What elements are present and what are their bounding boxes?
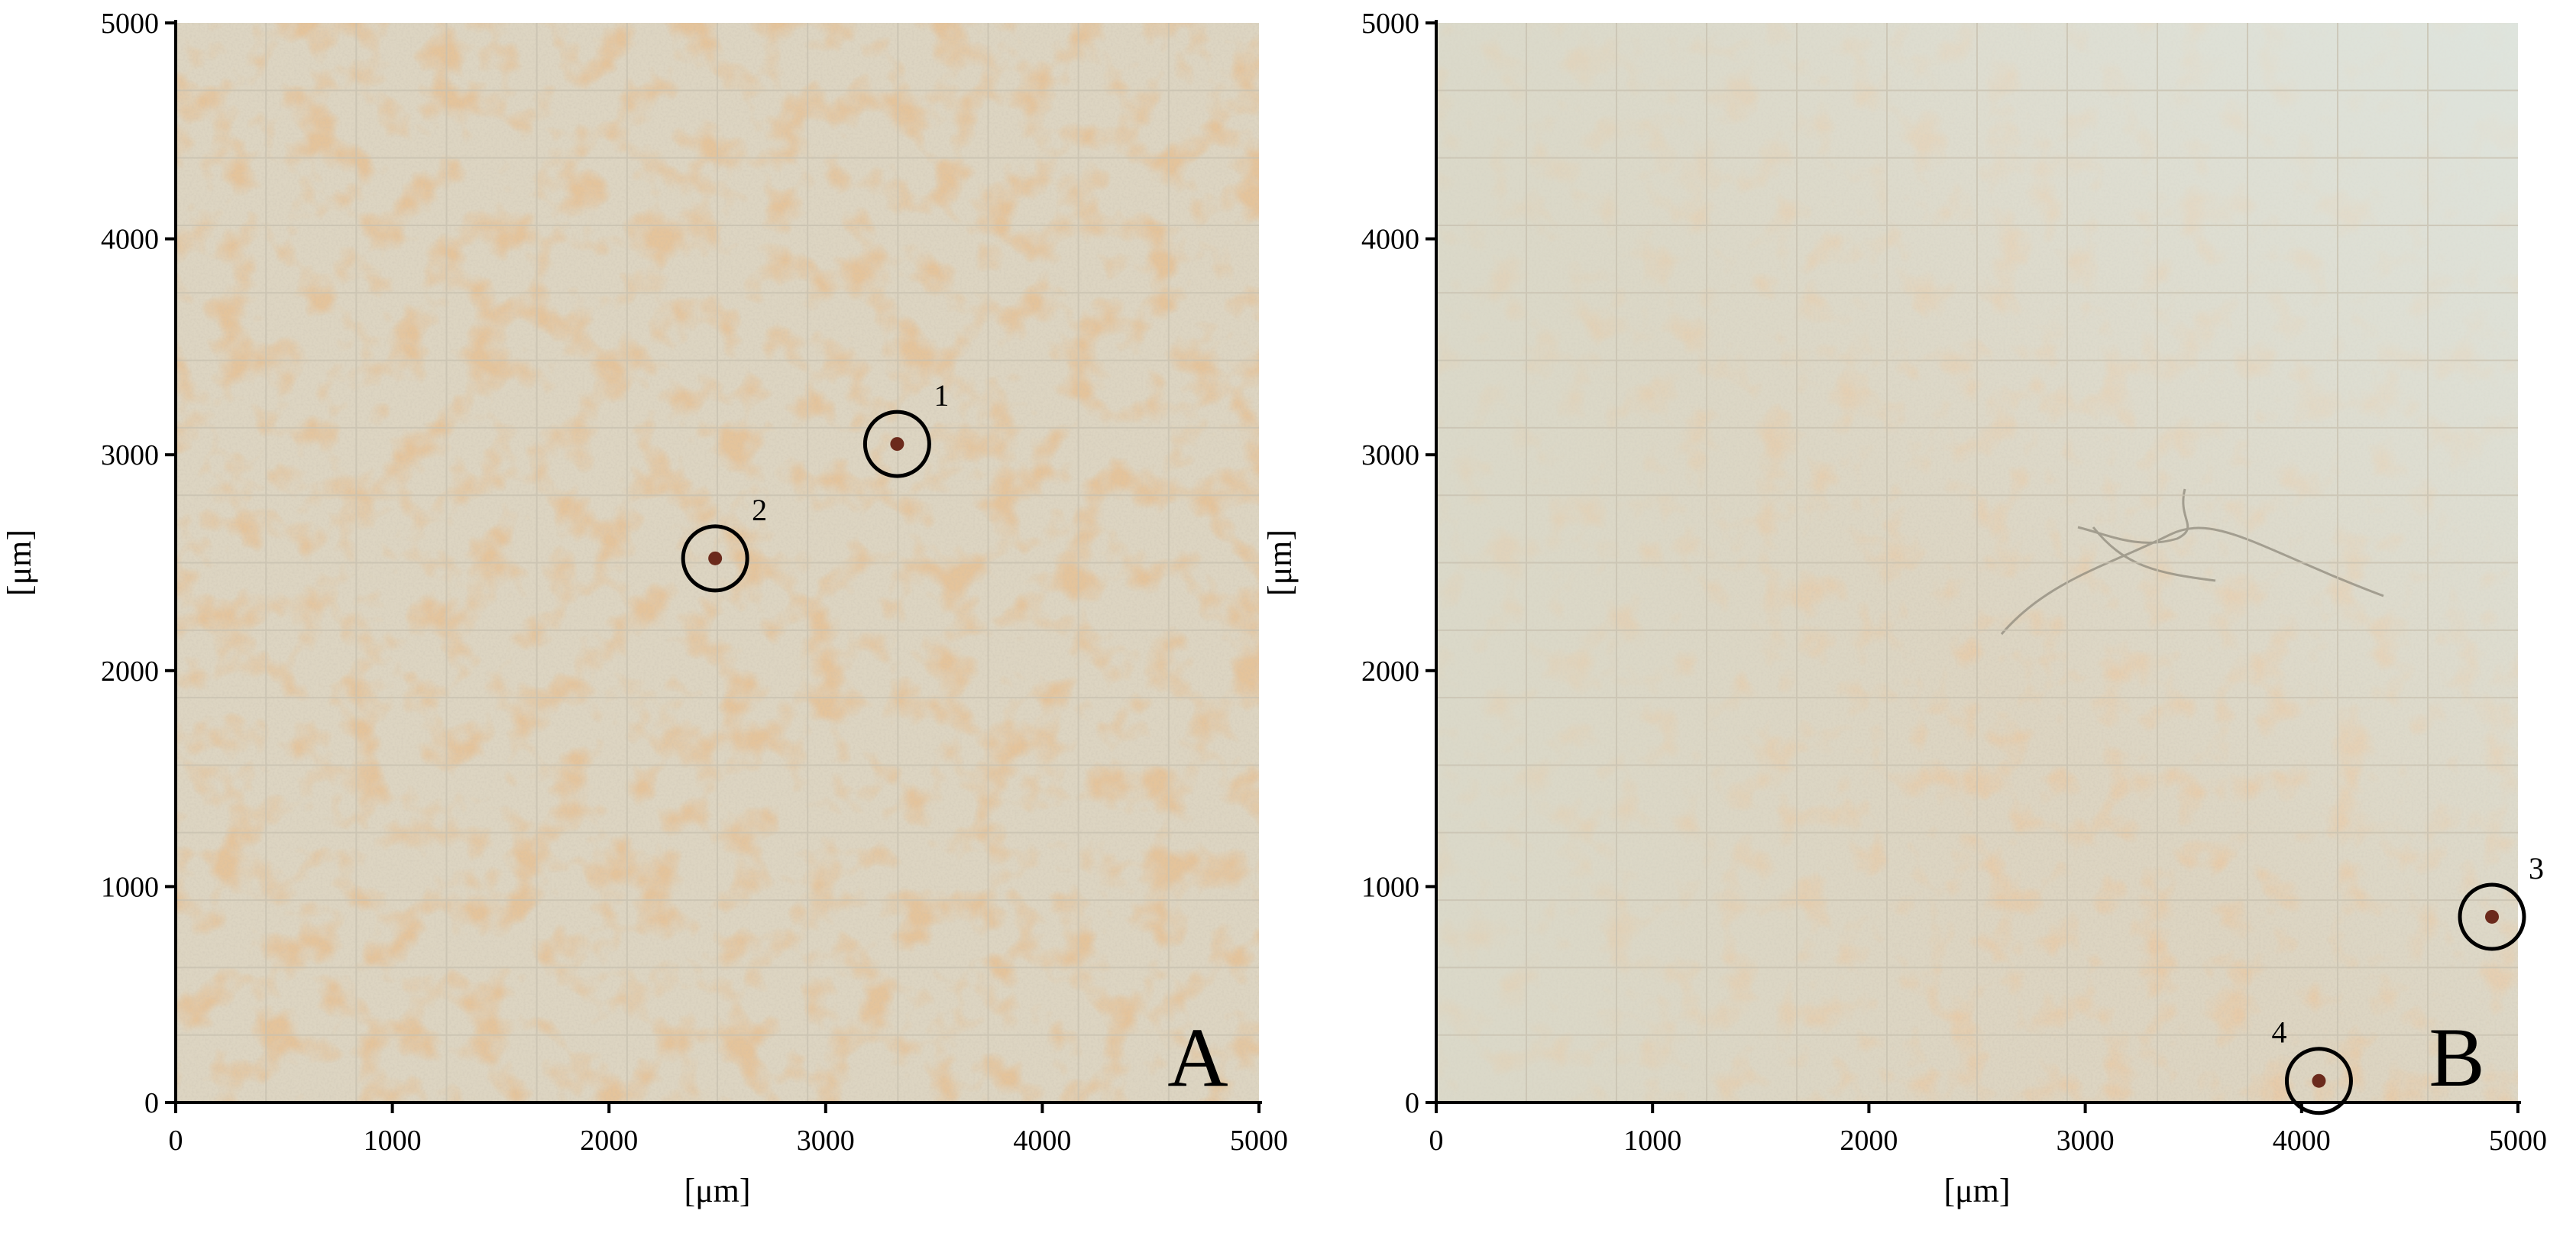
x-tick-label: 1000 [364,1125,422,1157]
y-tick-label: 2000 [1361,656,1419,688]
marker-number: 3 [2529,851,2544,885]
x-tick-label: 3000 [797,1125,855,1157]
marker-circle [681,524,749,593]
y-tick-label: 1000 [1361,871,1419,903]
y-tick-label: 4000 [101,224,159,256]
particle [708,551,723,565]
x-tick-label: 2000 [1840,1125,1898,1157]
particle [2485,909,2500,924]
y-tick-label: 4000 [1361,224,1419,256]
y-tick-label: 0 [1405,1087,1419,1119]
y-axis-label: [μm] [1,529,38,596]
panel-letter: B [2429,1011,2484,1104]
particle-marker-2: 2 [681,493,767,593]
x-tick-label: 0 [1429,1125,1444,1157]
x-axis-label: [μm] [1943,1172,2010,1209]
x-tick-label: 4000 [1013,1125,1071,1157]
axes [174,20,1262,1104]
fiber-debris [2000,488,2384,635]
x-tick-label: 3000 [2057,1125,2115,1157]
y-tick-label: 0 [144,1087,159,1119]
y-axis-label: [μm] [1261,529,1299,596]
particle [2312,1073,2326,1088]
tile-grid [1436,23,2518,1102]
particle-marker-1: 1 [862,378,949,478]
y-tick-label: 3000 [1361,439,1419,471]
y-tick-label: 5000 [101,8,159,40]
panel-letter: A [1167,1011,1228,1104]
particle-marker-3: 3 [2458,851,2544,951]
y-tick-label: 3000 [101,439,159,471]
marker-circle [2284,1047,2353,1115]
marker-circle [2458,882,2526,951]
x-tick-label: 1000 [1623,1125,1681,1157]
x-tick-label: 4000 [2273,1125,2331,1157]
x-tick-label: 5000 [1230,1125,1288,1157]
particle-marker-4: 4 [2271,1015,2353,1115]
y-tick-label: 2000 [101,656,159,688]
y-tick-label: 1000 [101,871,159,903]
panel-a: 0 1000 2000 3000 4000 5000 0 1000 2000 3000 4000 50… [1,8,1288,1209]
marker-number: 4 [2271,1015,2286,1050]
x-tick-label: 5000 [2489,1125,2547,1157]
panel-b: 0 1000 2000 3000 4000 5000 0 1000 2000 3000 4000 50… [1261,8,2547,1209]
x-tick-label: 0 [169,1125,183,1157]
marker-circle [862,410,931,478]
y-tick-label: 5000 [1361,8,1419,40]
marker-number: 2 [752,493,767,527]
x-axis-label: [μm] [684,1172,750,1209]
axes [1435,20,2521,1104]
particle [890,437,905,452]
x-tick-label: 2000 [580,1125,638,1157]
tile-grid [176,23,1259,1102]
marker-number: 1 [934,378,949,413]
